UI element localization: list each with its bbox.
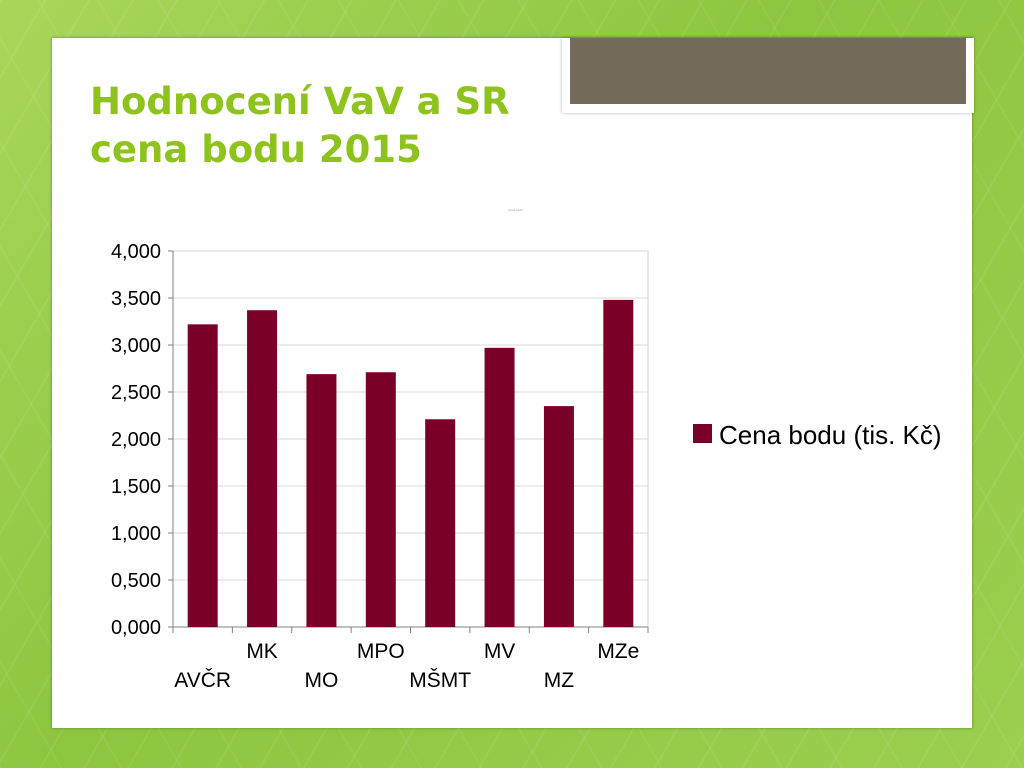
slide-title: Hodnocení VaV a SR cena bodu 2015 [90,78,510,174]
y-tick-label: 0,500 [111,570,161,592]
y-tick-label: 1,000 [111,523,161,545]
chart-legend: Cena bodu (tis. Kč) [693,420,963,451]
title-line-2: cena bodu 2015 [90,128,422,171]
legend-swatch [693,424,712,443]
title-line-1: Hodnocení VaV a SR [90,80,510,123]
bar [425,419,456,627]
x-tick-label: MPO [357,640,405,663]
y-tick-label: 3,500 [111,288,161,310]
header-tab-fill [570,38,966,104]
y-tick-label: 2,500 [111,382,161,404]
bar [247,310,278,627]
y-tick-label: 0,000 [111,617,161,639]
x-tick-label: MV [484,640,516,663]
y-tick-label: 3,000 [111,335,161,357]
bar [365,372,396,627]
x-tick-label: MŠMT [409,669,471,692]
bar [306,374,337,627]
bar [603,299,634,627]
header-tab [562,38,974,113]
tiny-chart-note: Cena bodu [508,208,523,212]
y-tick-label: 4,000 [111,241,161,263]
x-tick-label: MK [246,640,278,663]
y-tick-label: 1,500 [111,476,161,498]
y-tick-label: 2,000 [111,429,161,451]
x-tick-label: MO [305,669,339,692]
x-tick-label: MZ [544,669,574,692]
bar [187,324,218,627]
x-tick-label: AVČR [174,669,231,692]
legend-label: Cena bodu (tis. Kč) [719,420,942,450]
bar [543,406,574,627]
bar [484,347,515,627]
x-tick-label: MZe [597,640,639,663]
